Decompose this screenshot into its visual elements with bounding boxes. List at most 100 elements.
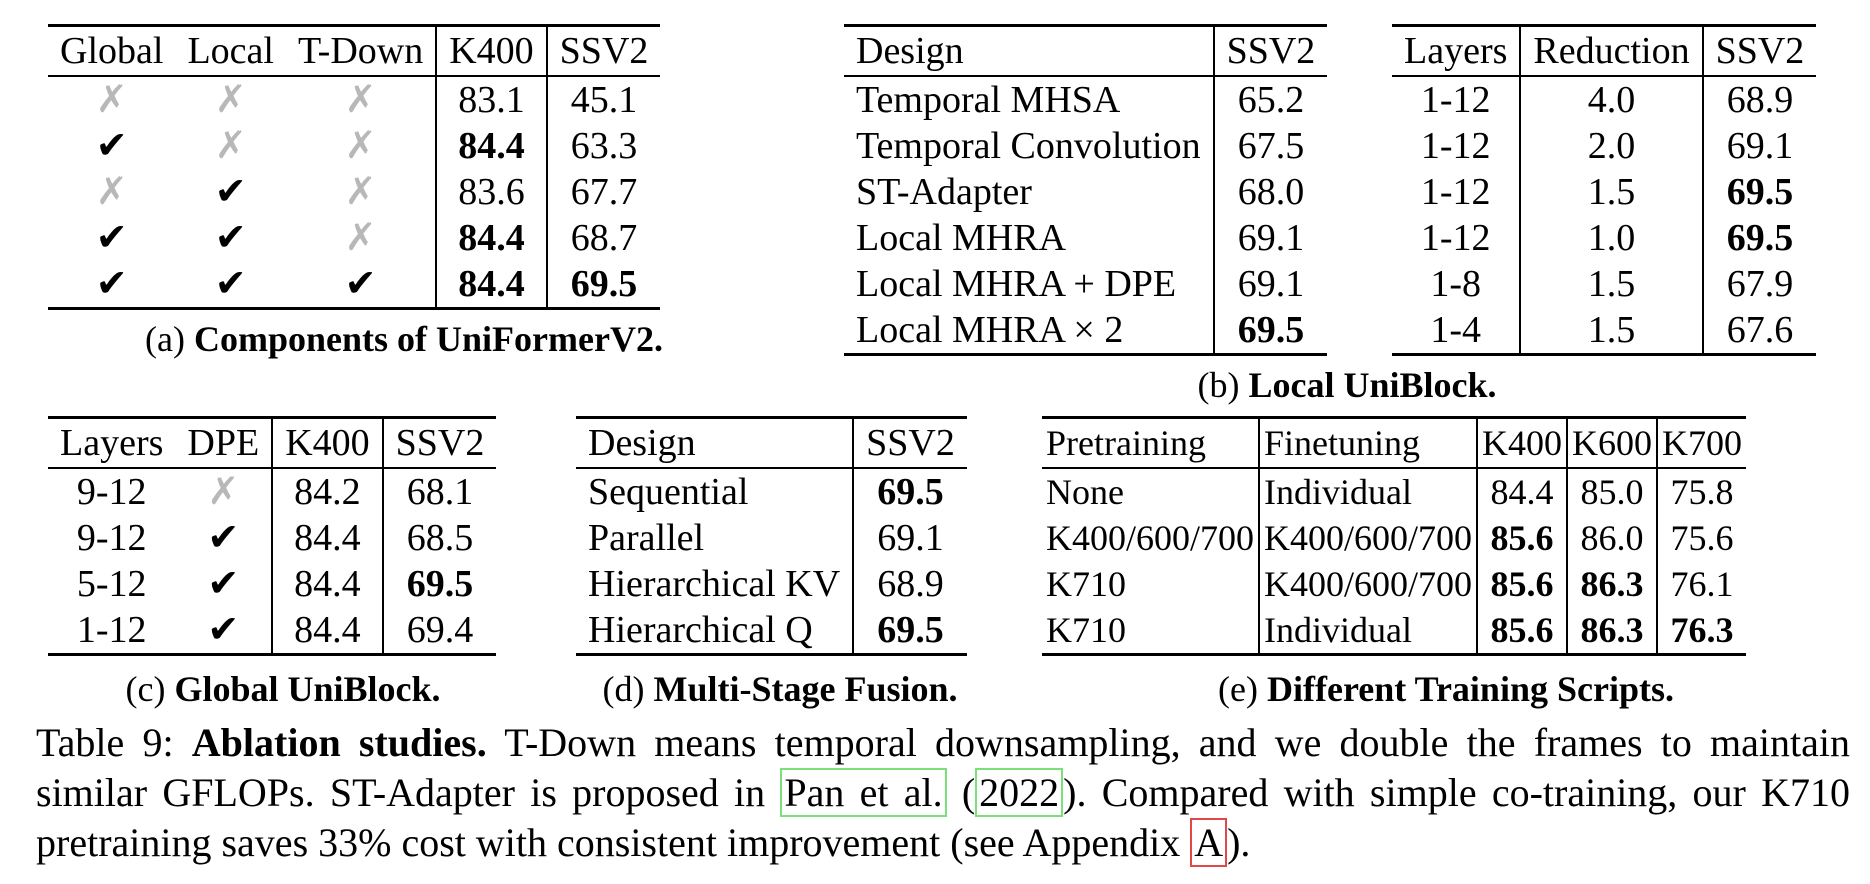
k400-cell: 85.6 xyxy=(1476,607,1568,656)
k700-cell: 75.8 xyxy=(1656,468,1747,515)
header-ssv2: SSV2 xyxy=(852,416,967,469)
header-dpe: DPE xyxy=(175,416,273,469)
panel-c-caption: (c) Global UniBlock. xyxy=(48,668,518,710)
check-icon: ✔ xyxy=(175,261,286,310)
caption-title: Local UniBlock. xyxy=(1248,365,1497,405)
layers-cell: 9-12 xyxy=(76,471,147,513)
ssv2-cell: 68.7 xyxy=(545,215,661,261)
design-cell: ST-Adapter xyxy=(856,171,1032,213)
k400-cell: 84.4 xyxy=(435,261,547,310)
layers-cell: 1-12 xyxy=(1420,79,1491,121)
ssv2-cell: 65.2 xyxy=(1212,76,1328,123)
header-layers: Layers xyxy=(48,416,176,469)
ssv2-cell: 69.5 xyxy=(852,468,967,515)
pretraining-cell: K710 xyxy=(1046,564,1126,604)
table-row: Temporal MHSA 65.2 xyxy=(844,76,1328,123)
reduction-cell: 1.5 xyxy=(1519,169,1703,215)
caption-label: Table 9: xyxy=(36,720,192,765)
appendix-link[interactable]: A xyxy=(1190,818,1228,867)
header-finetuning: Finetuning xyxy=(1258,416,1478,469)
panel-d: Design SSV2 Sequential 69.5 Parallel 69.1 … xyxy=(576,416,967,656)
table-row: 1-12 2.0 69.1 xyxy=(1392,123,1817,169)
k600-cell: 86.3 xyxy=(1566,607,1658,656)
header-k600: K600 xyxy=(1566,416,1658,469)
panel-a-caption: (a) Components of UniFormerV2. xyxy=(48,318,760,360)
ssv2-cell: 68.9 xyxy=(1701,76,1817,123)
ssv2-cell: 69.5 xyxy=(1701,215,1817,261)
table-row: Local MHRA 69.1 xyxy=(844,215,1328,261)
ssv2-cell: 69.1 xyxy=(1701,123,1817,169)
finetuning-cell: K400/600/700 xyxy=(1258,515,1478,561)
finetuning-cell: K400/600/700 xyxy=(1258,561,1478,607)
check-icon: ✔ xyxy=(207,563,240,605)
design-cell: Local MHRA xyxy=(856,217,1067,259)
caption-prefix: (e) xyxy=(1218,669,1267,709)
panel-e-caption: (e) Different Training Scripts. xyxy=(1042,668,1850,710)
table-row: 1-4 1.5 67.6 xyxy=(1392,307,1817,356)
ssv2-cell: 69.1 xyxy=(1212,261,1328,307)
k400-cell: 83.1 xyxy=(435,76,547,123)
table-row: ✗ ✔ ✗ 83.6 67.7 xyxy=(48,169,661,215)
table-row: 1-12 1.5 69.5 xyxy=(1392,169,1817,215)
layers-cell: 1-8 xyxy=(1430,263,1482,305)
table-row: Temporal Convolution 67.5 xyxy=(844,123,1328,169)
header-k400: K400 xyxy=(271,416,383,469)
ssv2-cell: 69.5 xyxy=(545,261,661,310)
table-row: 9-12 ✗ 84.2 68.1 xyxy=(48,468,497,515)
k400-cell: 84.2 xyxy=(271,468,383,515)
ssv2-cell: 69.1 xyxy=(1212,215,1328,261)
reduction-cell: 1.0 xyxy=(1519,215,1703,261)
caption-text: T-Down means temporal downsampling, and … xyxy=(36,720,1850,815)
ssv2-cell: 69.5 xyxy=(1212,307,1328,356)
header-tdown: T-Down xyxy=(285,24,437,77)
table-row: 1-12 1.0 69.5 xyxy=(1392,215,1817,261)
panel-d-caption: (d) Multi-Stage Fusion. xyxy=(560,668,1000,710)
table-caption: Table 9: Ablation studies. T-Down means … xyxy=(36,718,1850,868)
k400-cell: 84.4 xyxy=(1476,468,1568,515)
cross-icon: ✗ xyxy=(344,171,377,213)
reduction-cell: 2.0 xyxy=(1519,123,1703,169)
header-k400: K400 xyxy=(435,24,547,77)
caption-prefix: (d) xyxy=(602,669,654,709)
k400-cell: 84.4 xyxy=(435,215,547,261)
k400-cell: 84.4 xyxy=(271,561,383,607)
k700-cell: 76.3 xyxy=(1656,607,1747,656)
ssv2-cell: 67.9 xyxy=(1701,261,1817,307)
design-cell: Sequential xyxy=(588,471,749,513)
check-icon: ✔ xyxy=(95,217,128,259)
ssv2-cell: 69.1 xyxy=(852,515,967,561)
table-row: Sequential 69.5 xyxy=(576,468,967,515)
layers-cell: 1-12 xyxy=(1420,125,1491,167)
header-k400: K400 xyxy=(1476,416,1568,469)
table-row: K400/600/700 K400/600/700 85.6 86.0 75.6 xyxy=(1042,515,1747,561)
pretraining-cell: K710 xyxy=(1042,607,1260,656)
table-row: ✗ ✗ ✗ 83.1 45.1 xyxy=(48,76,661,123)
ssv2-cell: 69.5 xyxy=(852,607,967,656)
citation-link[interactable]: Pan et al. xyxy=(780,768,947,817)
header-ssv2: SSV2 xyxy=(545,24,661,77)
check-icon: ✔ xyxy=(285,261,437,310)
caption-title: Components of UniFormerV2. xyxy=(194,319,663,359)
k600-cell: 86.3 xyxy=(1566,561,1658,607)
ssv2-cell: 69.5 xyxy=(1701,169,1817,215)
training-scripts-table: Pretraining Finetuning K400 K600 K700 No… xyxy=(1042,416,1747,656)
table-row: Local MHRA + DPE 69.1 xyxy=(844,261,1328,307)
local-layers-table: Layers Reduction SSV2 1-12 4.0 68.9 1-12 2.… xyxy=(1392,24,1817,356)
k700-cell: 75.6 xyxy=(1656,515,1747,561)
k400-cell: 84.4 xyxy=(271,515,383,561)
ssv2-cell: 63.3 xyxy=(545,123,661,169)
table-row: ✔ ✔ ✗ 84.4 68.7 xyxy=(48,215,661,261)
pretraining-cell: K400/600/700 xyxy=(1046,518,1255,558)
cross-icon: ✗ xyxy=(214,125,247,167)
panel-e: Pretraining Finetuning K400 K600 K700 No… xyxy=(1042,416,1747,656)
caption-text: ). Compared with simple co-training, our… xyxy=(36,770,1850,865)
k400-cell: 85.6 xyxy=(1476,515,1568,561)
citation-year-link[interactable]: 2022 xyxy=(975,768,1064,817)
reduction-cell: 4.0 xyxy=(1519,76,1703,123)
header-pretraining: Pretraining xyxy=(1042,416,1260,469)
multi-stage-fusion-table: Design SSV2 Sequential 69.5 Parallel 69.1 … xyxy=(576,416,967,656)
check-icon: ✔ xyxy=(214,217,247,259)
local-design-table: Design SSV2 Temporal MHSA 65.2 Temporal C… xyxy=(844,24,1328,356)
table-row: Local MHRA × 2 69.5 xyxy=(844,307,1328,356)
caption-text: ( xyxy=(946,770,976,815)
